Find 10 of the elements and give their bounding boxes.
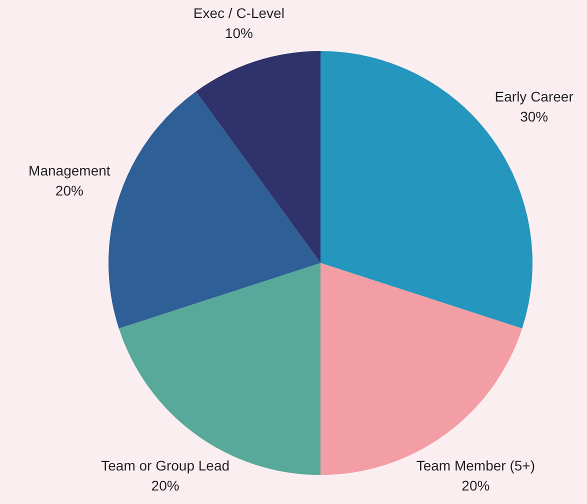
slice-label: Exec / C-Level <box>193 4 284 21</box>
slice-label: Team Member (5+) <box>416 457 536 474</box>
slice-label: Early Career <box>494 88 574 105</box>
data-label: 20% <box>151 477 180 494</box>
data-label: 10% <box>224 24 253 41</box>
slice-label: Management <box>28 162 110 178</box>
slice-label: Team or Group Lead <box>101 457 230 474</box>
data-label: 20% <box>462 477 490 494</box>
data-label: 20% <box>55 182 84 198</box>
data-label: 30% <box>520 108 548 125</box>
